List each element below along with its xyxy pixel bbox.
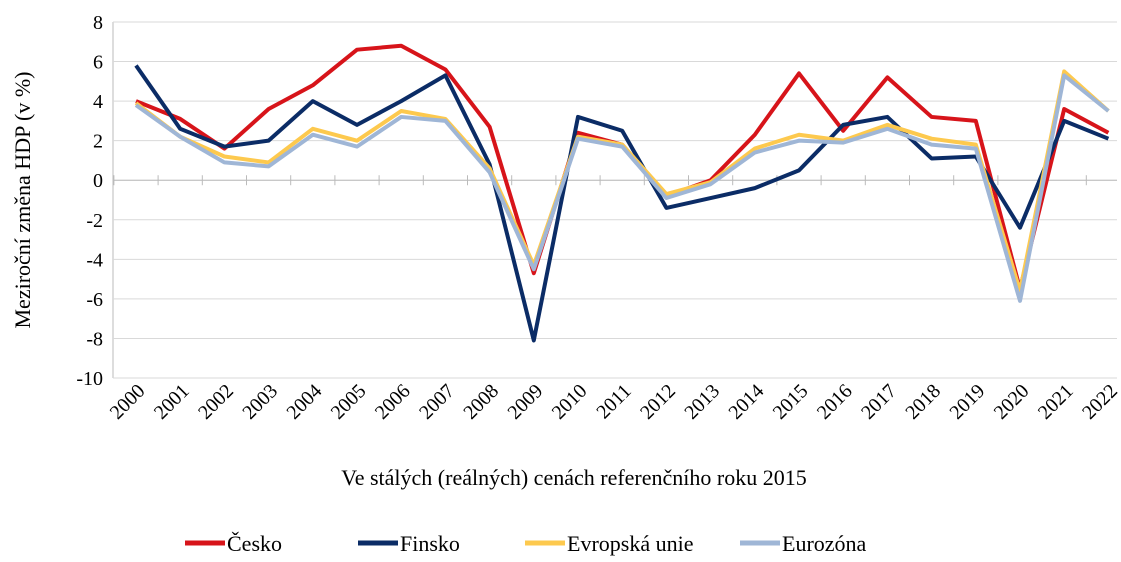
- x-tick-label: 2014: [724, 380, 768, 424]
- legend-label: Eurozóna: [782, 531, 867, 556]
- x-tick-label: 2022: [1078, 380, 1121, 424]
- series-line: [134, 73, 1110, 303]
- x-tick-label: 2015: [769, 380, 813, 424]
- y-tick-label: 0: [93, 170, 103, 192]
- y-tick-label: -4: [86, 249, 103, 271]
- x-tick-label: 2004: [282, 380, 326, 424]
- series-line: [134, 64, 1110, 343]
- legend-label: Evropská unie: [567, 531, 693, 556]
- y-tick-label: 4: [93, 91, 103, 113]
- y-axis-title: Meziroční změna HDP (v %): [10, 72, 35, 329]
- y-tick-label: -8: [86, 328, 103, 350]
- x-tick-label: 2019: [945, 380, 989, 424]
- x-tick-label: 2002: [194, 380, 238, 424]
- x-tick-label: 2020: [990, 380, 1034, 424]
- y-tick-label: -6: [86, 289, 103, 311]
- x-tick-label: 2016: [813, 380, 857, 424]
- x-axis-title: Ve stálých (reálných) cenách referenčníh…: [341, 465, 806, 490]
- x-tick-label: 2011: [592, 380, 635, 423]
- x-tick-label: 2012: [636, 380, 680, 424]
- x-tick-label: 2017: [857, 380, 901, 424]
- x-tick-label: 2013: [680, 380, 724, 424]
- x-tick-label: 2010: [548, 380, 592, 424]
- y-tick-label: 6: [93, 52, 103, 74]
- x-tick-label: 2000: [106, 380, 150, 424]
- x-tick-label: 2009: [503, 380, 547, 424]
- y-tick-label: 8: [93, 12, 103, 34]
- legend-label: Finsko: [400, 531, 460, 556]
- y-tick-label: -2: [86, 210, 103, 232]
- y-tick-label: 2: [93, 131, 103, 153]
- x-tick-label: 2006: [371, 380, 415, 424]
- legend-label: Česko: [227, 531, 282, 556]
- x-tick-label: 2008: [459, 380, 503, 424]
- x-tick-label: 2005: [327, 380, 371, 424]
- x-tick-label: 2021: [1034, 380, 1078, 424]
- x-tick-label: 2001: [150, 380, 194, 424]
- x-tick-label: 2003: [238, 380, 282, 424]
- x-tick-label: 2007: [415, 380, 459, 424]
- series-line: [135, 43, 1110, 291]
- x-tick-label: 2018: [901, 380, 945, 424]
- series-line: [134, 69, 1110, 293]
- y-tick-label: -10: [76, 368, 103, 390]
